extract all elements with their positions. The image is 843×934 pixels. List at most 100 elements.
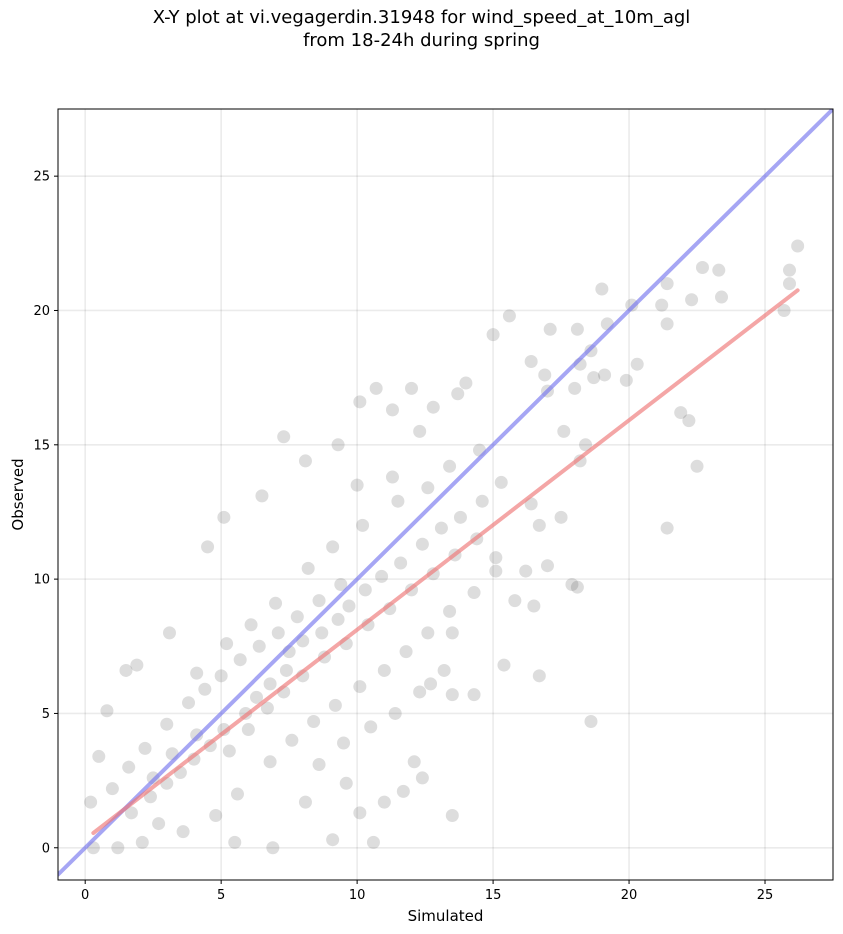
data-point — [685, 293, 699, 307]
data-point — [682, 414, 696, 428]
data-point — [532, 669, 546, 683]
data-point — [353, 806, 367, 820]
chart-title-line2: from 18-24h during spring — [303, 30, 540, 51]
data-point — [519, 564, 533, 578]
data-point — [630, 357, 644, 371]
data-point — [388, 706, 402, 720]
data-point — [160, 717, 174, 731]
data-point — [198, 682, 212, 696]
data-point — [111, 841, 125, 855]
data-point — [255, 489, 269, 503]
data-point — [228, 835, 242, 849]
data-point — [326, 833, 340, 847]
data-point — [358, 583, 372, 597]
data-point — [524, 355, 538, 369]
data-point — [407, 755, 421, 769]
data-point — [220, 637, 234, 651]
data-point — [584, 715, 598, 729]
data-point — [162, 626, 176, 640]
data-point — [527, 599, 541, 613]
data-point — [353, 395, 367, 409]
data-point — [437, 663, 451, 677]
plot-frame — [57, 108, 834, 881]
grid-lines — [58, 109, 833, 880]
data-point — [532, 518, 546, 532]
data-point — [396, 784, 410, 798]
data-point — [339, 776, 353, 790]
one-to-one-line — [58, 109, 833, 877]
data-point — [209, 809, 223, 823]
data-point — [467, 688, 481, 702]
data-point — [538, 368, 552, 382]
data-point — [279, 663, 293, 677]
data-point — [619, 373, 633, 387]
fit-lines — [58, 109, 833, 877]
data-point — [443, 604, 457, 618]
data-point — [660, 277, 674, 291]
data-point — [660, 521, 674, 535]
data-point — [489, 551, 503, 565]
chart-title-line1: X-Y plot at vi.vegagerdin.31948 for wind… — [152, 7, 691, 28]
data-point — [130, 658, 144, 672]
data-point — [489, 564, 503, 578]
data-point — [312, 594, 326, 608]
data-point — [326, 540, 340, 554]
data-point — [263, 677, 277, 691]
data-point — [290, 610, 304, 624]
data-point — [467, 586, 481, 600]
data-point — [217, 510, 231, 524]
data-point — [356, 518, 370, 532]
data-point — [445, 688, 459, 702]
data-point — [385, 403, 399, 417]
data-point — [331, 612, 345, 626]
data-point — [377, 795, 391, 809]
data-point — [105, 782, 119, 796]
data-point — [399, 645, 413, 659]
data-point — [369, 381, 383, 395]
data-point — [312, 757, 326, 771]
data-point — [135, 835, 149, 849]
data-point — [777, 303, 791, 317]
data-point — [475, 494, 489, 508]
data-point — [337, 736, 351, 750]
data-point — [598, 368, 612, 382]
x-tick-label: 0 — [81, 888, 89, 903]
data-point — [715, 290, 729, 304]
data-point — [413, 424, 427, 438]
data-point — [443, 459, 457, 473]
y-tick-label: 0 — [42, 841, 50, 856]
y-tick-label: 10 — [33, 573, 50, 588]
data-point — [334, 577, 348, 591]
data-point — [712, 263, 726, 277]
data-point — [579, 438, 593, 452]
y-tick-label: 25 — [33, 170, 50, 185]
data-point — [451, 387, 465, 401]
data-point — [543, 322, 557, 336]
data-point — [587, 371, 601, 385]
data-point — [486, 328, 500, 342]
data-point — [445, 809, 459, 823]
data-point — [508, 594, 522, 608]
data-point — [263, 755, 277, 769]
data-point — [660, 317, 674, 331]
data-point — [298, 454, 312, 468]
data-point — [342, 599, 356, 613]
data-point — [124, 806, 138, 820]
data-point — [152, 817, 166, 831]
data-point — [244, 618, 258, 632]
data-point — [502, 309, 516, 323]
y-axis-label: Observed — [9, 458, 27, 530]
data-point — [595, 282, 609, 296]
data-point — [84, 795, 98, 809]
data-point — [782, 277, 796, 291]
data-point — [138, 741, 152, 755]
data-point — [277, 430, 291, 444]
data-point — [331, 438, 345, 452]
data-point — [176, 825, 190, 839]
data-point — [690, 459, 704, 473]
data-point — [554, 510, 568, 524]
y-tick-label: 20 — [33, 304, 50, 319]
data-point — [182, 696, 196, 710]
data-point — [570, 580, 584, 594]
